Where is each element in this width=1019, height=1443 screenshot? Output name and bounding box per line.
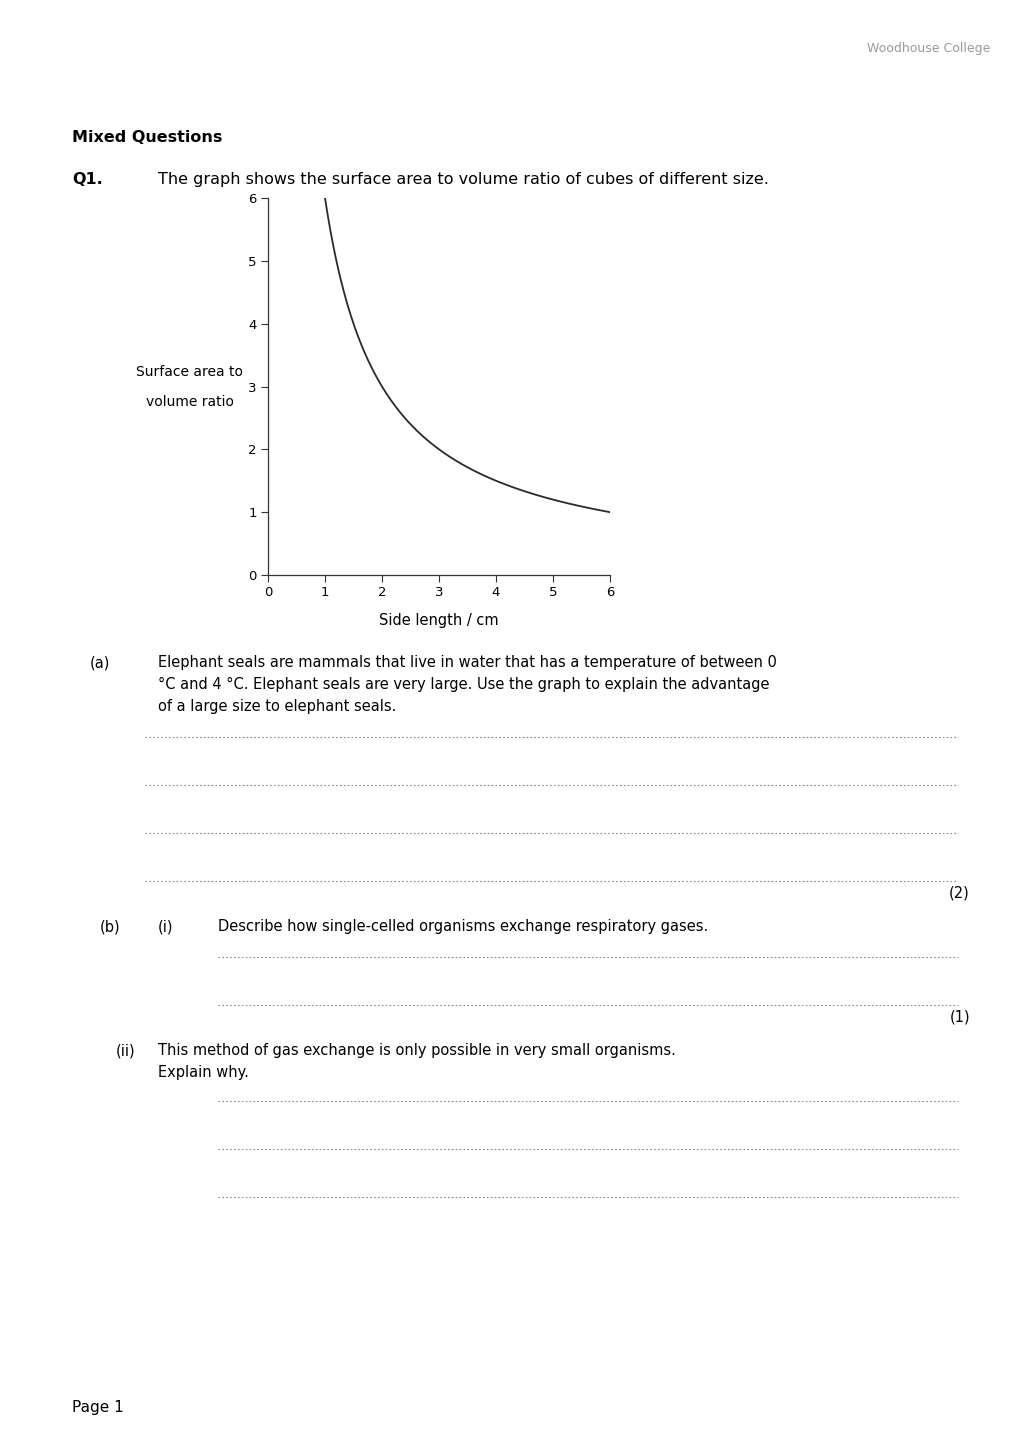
Text: °C and 4 °C. Elephant seals are very large. Use the graph to explain the advanta: °C and 4 °C. Elephant seals are very lar…	[158, 677, 768, 693]
Text: Explain why.: Explain why.	[158, 1065, 249, 1079]
Text: Page 1: Page 1	[72, 1400, 123, 1416]
Text: volume ratio: volume ratio	[146, 394, 233, 408]
Text: The graph shows the surface area to volume ratio of cubes of different size.: The graph shows the surface area to volu…	[158, 172, 768, 188]
Text: (b): (b)	[100, 919, 120, 934]
Text: Q1.: Q1.	[72, 172, 103, 188]
Text: Surface area to: Surface area to	[137, 365, 244, 378]
Text: Side length / cm: Side length / cm	[379, 613, 498, 628]
Text: (a): (a)	[90, 655, 110, 670]
Text: (2): (2)	[949, 886, 969, 900]
Text: Mixed Questions: Mixed Questions	[72, 130, 222, 144]
Text: (ii): (ii)	[116, 1043, 136, 1058]
Text: (i): (i)	[158, 919, 173, 934]
Text: Woodhouse College: Woodhouse College	[866, 42, 989, 55]
Text: Describe how single-celled organisms exchange respiratory gases.: Describe how single-celled organisms exc…	[218, 919, 707, 934]
Text: (1): (1)	[949, 1010, 969, 1025]
Text: This method of gas exchange is only possible in very small organisms.: This method of gas exchange is only poss…	[158, 1043, 676, 1058]
Text: of a large size to elephant seals.: of a large size to elephant seals.	[158, 698, 396, 714]
Text: Elephant seals are mammals that live in water that has a temperature of between : Elephant seals are mammals that live in …	[158, 655, 776, 670]
